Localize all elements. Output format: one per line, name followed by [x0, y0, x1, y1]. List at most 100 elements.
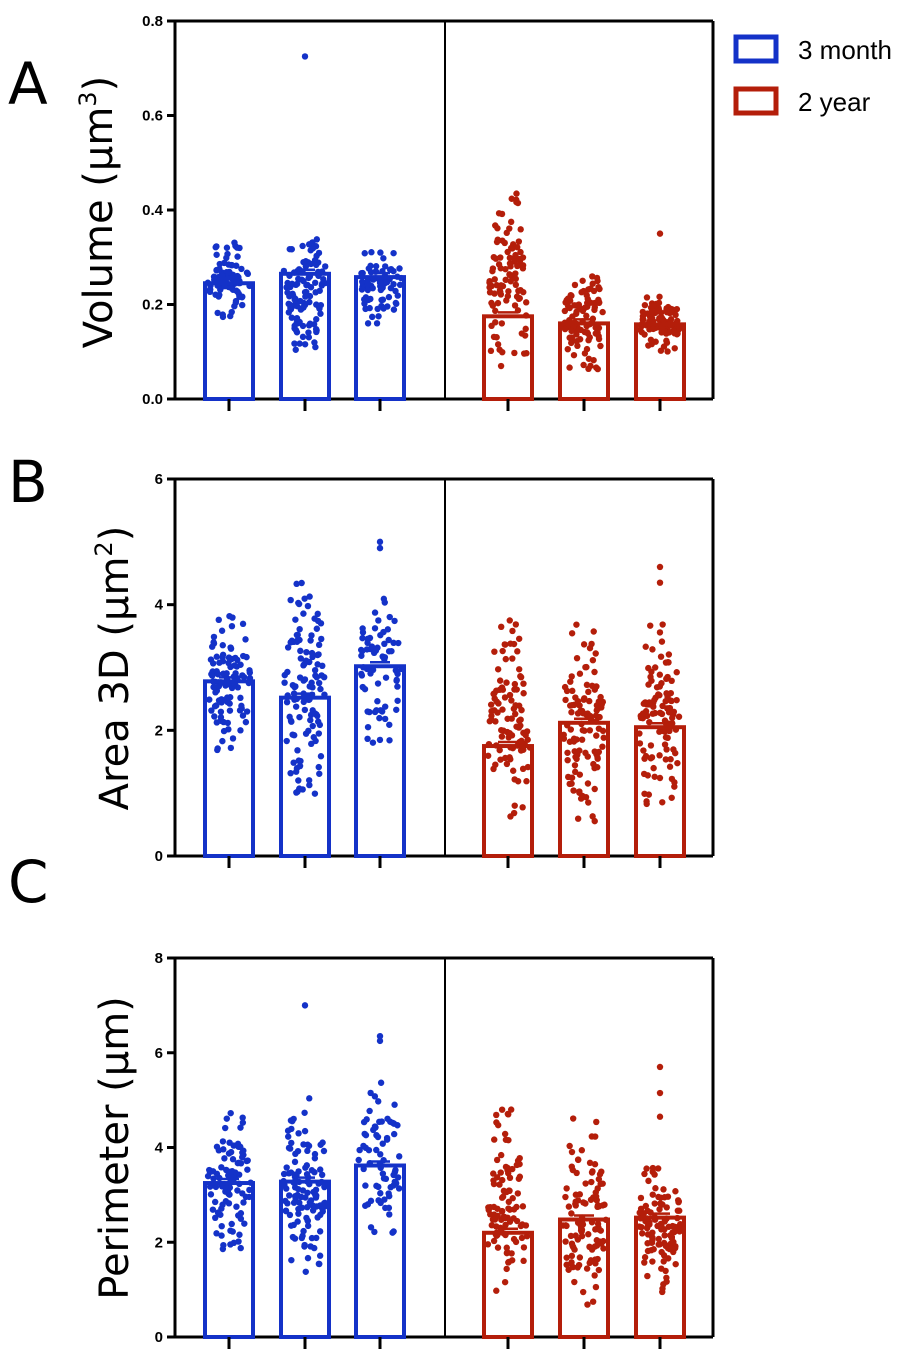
data-point [582, 1180, 589, 1187]
data-point [509, 245, 516, 252]
data-point [579, 1288, 587, 1296]
y-tick-label: 0 [155, 1329, 163, 1346]
data-point [291, 340, 298, 347]
data-point [285, 1144, 293, 1152]
data-point [374, 680, 382, 687]
data-point [595, 1226, 603, 1233]
data-point [570, 738, 578, 745]
data-point [593, 1118, 600, 1126]
data-point [663, 1274, 670, 1281]
data-point [588, 1169, 596, 1176]
data-point [387, 284, 395, 292]
data-point [497, 1169, 504, 1176]
data-point [637, 712, 644, 720]
data-point [289, 681, 297, 689]
data-point [498, 1194, 506, 1201]
data-point [208, 707, 215, 714]
data-point [381, 715, 389, 723]
data-point [667, 756, 674, 763]
data-point [293, 580, 300, 588]
data-point [642, 1202, 650, 1210]
data-point [229, 1156, 237, 1163]
data-point [512, 251, 519, 259]
data-point [295, 1210, 302, 1217]
data-point [649, 646, 656, 653]
data-point [506, 1206, 514, 1213]
data-point [637, 1194, 645, 1202]
data-point [381, 640, 388, 648]
data-point [297, 655, 305, 662]
data-point [212, 244, 219, 251]
data-point [227, 312, 234, 320]
data-point [650, 1246, 657, 1253]
data-point [586, 697, 593, 705]
data-point [516, 717, 523, 724]
data-point [591, 304, 599, 311]
data-point [292, 346, 299, 353]
data-point [317, 1166, 324, 1173]
data-point [586, 727, 594, 734]
data-point [517, 673, 525, 681]
data-point [212, 689, 219, 696]
data-point [568, 630, 576, 637]
data-point [300, 304, 307, 311]
data-point [227, 1148, 235, 1156]
data-point [380, 595, 388, 603]
data-point [491, 1136, 498, 1143]
data-point [232, 242, 239, 250]
data-point [211, 703, 219, 710]
data-point [297, 647, 304, 655]
data-point [286, 1192, 293, 1199]
data-point [643, 798, 650, 805]
data-point [496, 746, 503, 754]
data-point [492, 255, 500, 262]
data-point [375, 1197, 382, 1204]
data-point [644, 1247, 652, 1255]
data-point [381, 654, 389, 661]
data-point [214, 671, 222, 678]
data-point [219, 1245, 227, 1253]
data-point [498, 733, 506, 740]
data-point [585, 799, 592, 806]
data-point [664, 1193, 672, 1200]
data-point [591, 683, 598, 690]
data-point [599, 727, 607, 735]
data-point [489, 267, 496, 275]
data-point [585, 1231, 592, 1238]
data-point [663, 675, 670, 683]
data-point [511, 680, 519, 688]
data-point [358, 286, 366, 293]
panel-letter-a: A [8, 50, 48, 118]
data-point [378, 708, 386, 715]
data-point [512, 702, 519, 709]
data-point [294, 747, 301, 754]
data-point [293, 315, 301, 322]
data-point [647, 742, 655, 749]
data-point [386, 613, 393, 621]
data-point [286, 1211, 294, 1219]
legend-swatch-3-month [733, 34, 779, 64]
outlier-point [656, 1063, 664, 1071]
data-point [311, 257, 319, 264]
data-point [311, 279, 319, 286]
data-point [501, 641, 509, 648]
data-point [641, 1259, 648, 1266]
data-point [643, 1224, 651, 1232]
data-point [636, 1209, 643, 1216]
data-point [655, 1235, 662, 1243]
data-point [523, 350, 530, 357]
data-point [652, 664, 659, 671]
data-point [651, 696, 658, 704]
data-point [377, 1079, 385, 1086]
data-point [295, 1130, 302, 1137]
data-point [643, 1165, 650, 1172]
data-point [297, 757, 304, 765]
plot-area-c: 0 2 4 6 8 [155, 950, 715, 1349]
data-point [636, 740, 644, 747]
outlier-point [301, 1002, 309, 1009]
data-point [219, 654, 226, 661]
data-point [594, 754, 601, 761]
data-point [219, 1138, 227, 1145]
data-point [652, 1185, 659, 1192]
data-point [223, 1115, 230, 1122]
